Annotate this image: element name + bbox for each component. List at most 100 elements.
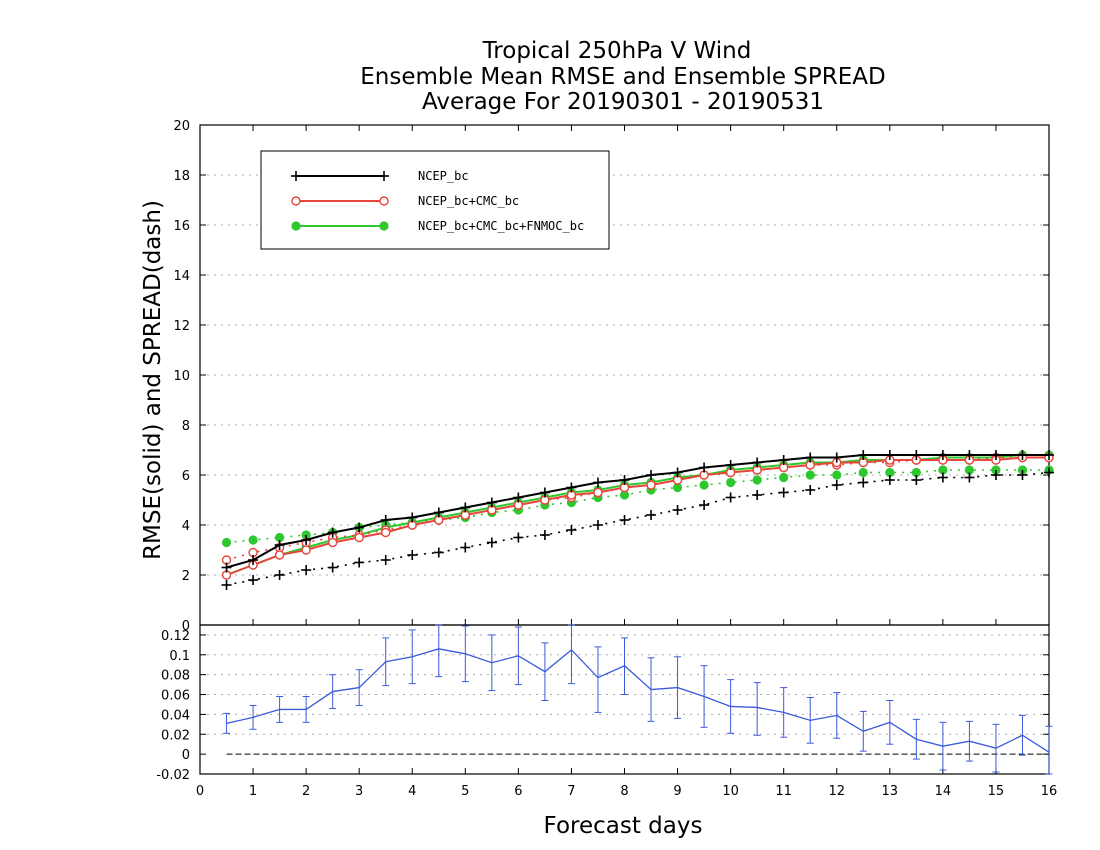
x-tick-label: 3: [355, 784, 363, 799]
plus-marker: [1017, 450, 1028, 460]
error-bar: [1018, 714, 1026, 756]
error-bar: [302, 696, 310, 723]
error-bar: [461, 625, 469, 683]
x-tick-label: 6: [514, 784, 522, 799]
error-bar: [621, 637, 628, 696]
filled-circle-marker: [938, 465, 948, 475]
plus-marker: [380, 515, 391, 525]
plus-marker: [831, 452, 842, 463]
error-bar: [594, 646, 602, 713]
plus-marker: [1044, 450, 1054, 460]
difference-line: [226, 648, 1050, 753]
spread-line: [226, 456, 1049, 561]
error-bar: [912, 718, 920, 760]
title-line-1: Tropical 250hPa V Wind: [482, 38, 752, 64]
plus-marker: [327, 562, 338, 573]
error-bar: [833, 692, 841, 739]
legend-label: NCEP_bc+CMC_bc: [418, 194, 519, 208]
error-bar: [939, 721, 947, 771]
plus-marker: [646, 470, 657, 480]
bottom-y-tick-label: 0.06: [161, 689, 190, 704]
bottom-y-tick-label: 0.1: [169, 649, 190, 664]
x-tick-label: 13: [882, 784, 899, 799]
error-bar: [859, 710, 867, 752]
plus-marker: [301, 535, 312, 545]
plus-marker: [831, 480, 842, 490]
error-bar: [488, 634, 496, 692]
error-bar: [647, 657, 655, 722]
filled-circle-marker: [752, 475, 762, 485]
open-circle-marker: [301, 545, 311, 555]
plus-marker: [460, 502, 471, 513]
error-bar: [780, 687, 788, 738]
top-y-tick-label: 0: [182, 619, 190, 634]
error-bar: [886, 699, 894, 745]
error-bar: [223, 712, 231, 734]
chart-title: Tropical 250hPa V Wind Ensemble Mean RMS…: [360, 38, 885, 115]
plus-marker: [752, 490, 763, 500]
error-bar: [727, 679, 735, 734]
filled-circle-marker: [379, 221, 389, 231]
title-line-3: Average For 20190301 - 20190531: [422, 89, 824, 115]
rmse-line: [226, 454, 1049, 569]
bottom-y-tick-label: 0.08: [161, 669, 190, 684]
error-bar: [541, 642, 549, 701]
plus-marker: [566, 525, 577, 535]
filled-circle-marker: [885, 467, 895, 478]
plus-marker: [433, 507, 444, 518]
filled-circle-marker: [726, 477, 736, 488]
plus-marker: [566, 482, 577, 493]
filled-circle-marker: [911, 467, 921, 478]
plus-marker: [725, 460, 736, 470]
series-NCEP_bc+CMC_bc: [221, 452, 1054, 580]
plus-marker: [221, 580, 232, 590]
filled-circle-marker: [619, 490, 630, 500]
filled-circle-marker: [291, 221, 301, 231]
x-tick-label: 8: [620, 784, 628, 799]
plus-marker: [646, 510, 657, 520]
top-y-tick-label: 8: [182, 419, 190, 434]
plus-marker: [460, 542, 471, 553]
x-tick-label: 15: [988, 784, 1005, 799]
series-NCEP_bc+CMC_bc+FNMOC_bc: [221, 450, 1054, 580]
x-tick-label: 12: [828, 784, 845, 799]
x-tick-label: 11: [775, 784, 792, 799]
plus-marker: [672, 467, 683, 478]
plus-marker: [274, 570, 285, 580]
plus-marker: [327, 527, 338, 538]
error-bar: [753, 682, 761, 736]
open-circle-marker: [354, 532, 364, 543]
plus-marker: [592, 520, 603, 530]
open-circle-marker: [291, 196, 301, 206]
plus-marker: [699, 462, 710, 473]
x-tick-label: 10: [722, 784, 739, 799]
rmse-line: [226, 454, 1049, 576]
x-tick-label: 9: [673, 784, 681, 799]
error-bar: [329, 674, 337, 709]
x-tick-label: 16: [1041, 784, 1058, 799]
plus-marker: [911, 450, 922, 460]
plus-marker: [937, 472, 948, 483]
error-bar: [355, 669, 363, 706]
filled-circle-marker: [858, 467, 868, 478]
top-y-tick-label: 12: [173, 319, 190, 334]
open-circle-marker: [379, 196, 389, 206]
legend-label: NCEP_bc+CMC_bc+FNMOC_bc: [418, 219, 584, 233]
rmse-line: [226, 456, 1049, 576]
plus-marker: [937, 450, 948, 460]
top-y-tick-label: 6: [182, 469, 190, 484]
plus-marker: [513, 532, 524, 543]
plus-marker: [778, 487, 789, 498]
top-y-tick-label: 18: [173, 169, 190, 184]
spread-line: [226, 471, 1050, 586]
x-tick-label: 5: [461, 784, 469, 799]
error-bar: [992, 723, 1000, 773]
plus-marker: [354, 522, 365, 533]
plus-marker: [354, 557, 365, 568]
bottom-series-group: [223, 624, 1053, 775]
bottom-y-axis: -0.02 0 0.02 0.04 0.06 0.08 0.1 0.12: [156, 629, 1049, 783]
x-tick-label: 4: [408, 784, 416, 799]
top-y-tick-label: 20: [173, 119, 190, 134]
plus-marker: [407, 550, 418, 560]
plus-marker: [990, 450, 1001, 460]
